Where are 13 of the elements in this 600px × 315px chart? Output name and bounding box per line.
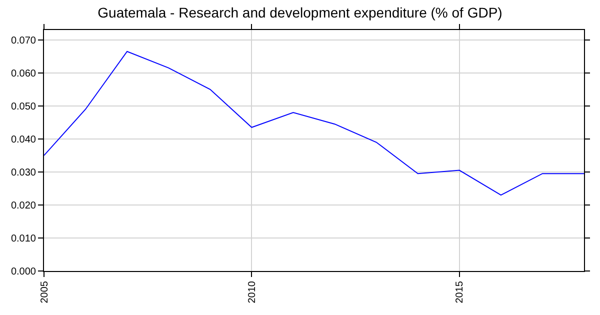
y-tick-label: 0.010 <box>10 233 36 244</box>
y-tick-label: 0.000 <box>10 266 36 278</box>
y-tick-label: 0.020 <box>10 200 36 212</box>
y-tick-label: 0.070 <box>10 35 36 46</box>
x-tick-label: 2015 <box>454 280 466 304</box>
y-tick-label: 0.060 <box>10 68 36 80</box>
x-tick-label: 2005 <box>39 280 50 304</box>
line-series <box>44 50 584 196</box>
y-tick-label: 0.050 <box>10 101 36 112</box>
x-tick-label: 2010 <box>246 280 258 304</box>
chart-title: Guatemala - Research and development expenditure (% of GDP) <box>98 4 502 21</box>
y-tick-label: 0.030 <box>10 167 36 178</box>
y-tick-label: 0.040 <box>10 134 36 146</box>
